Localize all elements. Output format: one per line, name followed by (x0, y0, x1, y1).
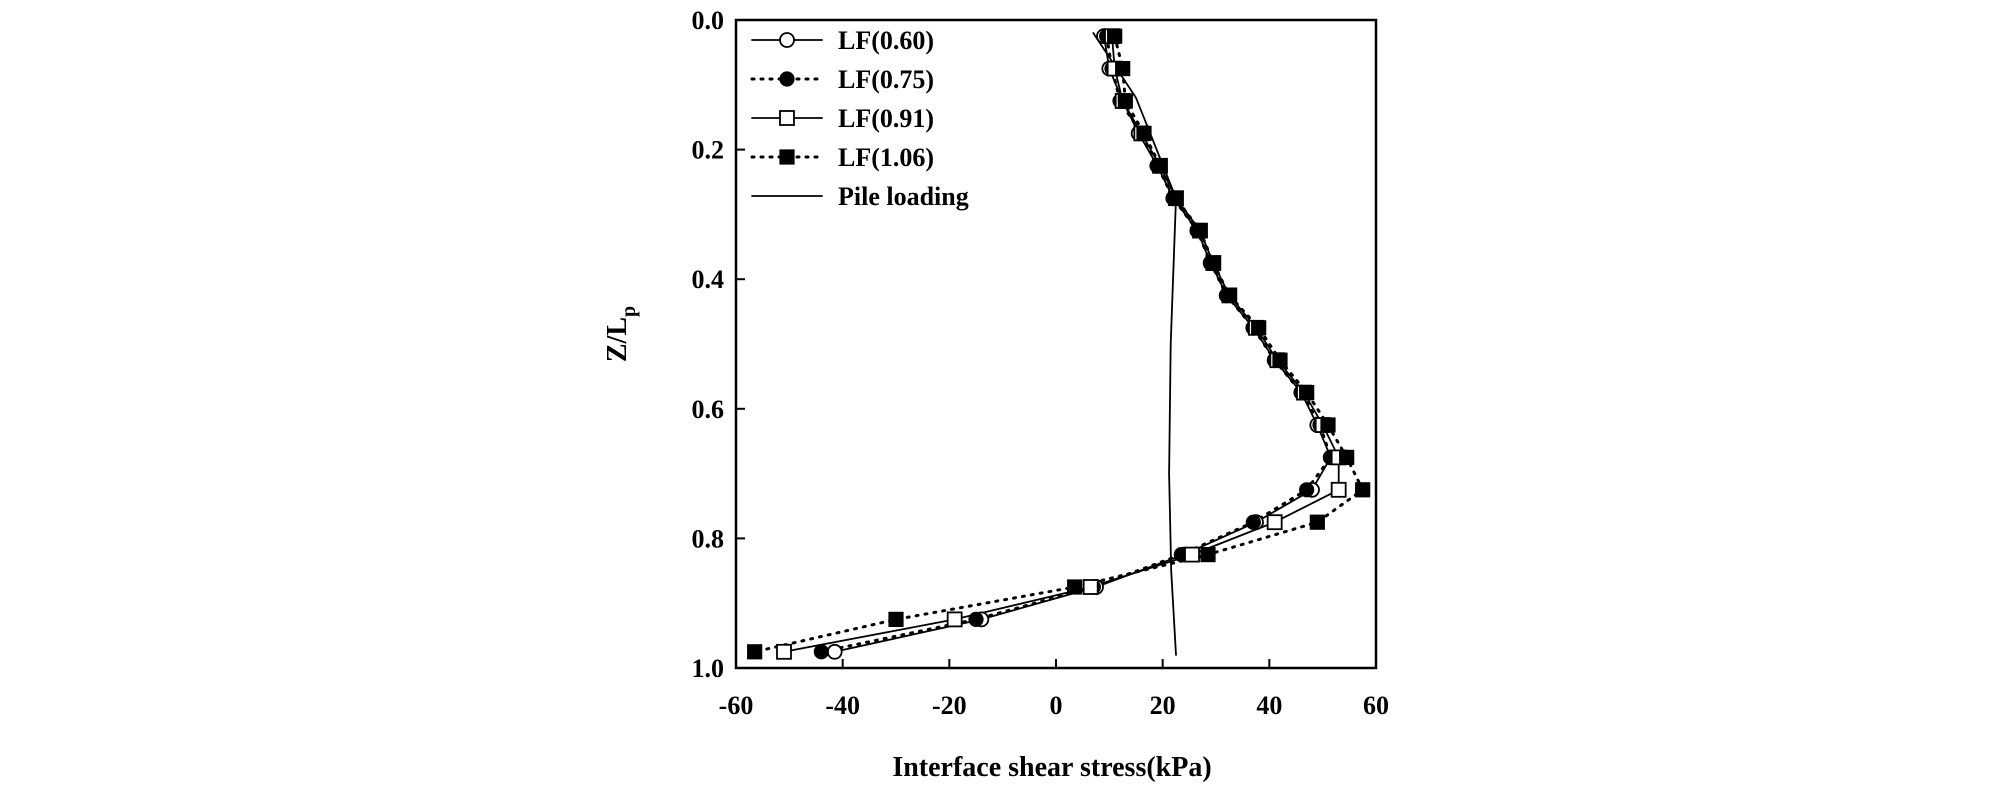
x-tick-label: -40 (825, 691, 860, 720)
y-tick-label: 0.0 (692, 6, 725, 35)
plot-frame (734, 18, 1378, 670)
data-point-series-2 (776, 643, 792, 660)
data-point-series-1 (968, 611, 984, 628)
data-point-series-3 (1067, 579, 1083, 595)
data-point-series-3 (1320, 417, 1336, 433)
data-point-series-3 (1136, 125, 1152, 142)
data-point-series-0 (826, 643, 843, 660)
x-tick-label: 60 (1363, 691, 1389, 720)
y-tick-label: 0.4 (692, 265, 725, 294)
data-point-series-1 (1245, 514, 1261, 530)
legend-label-2: LF(0.91) (838, 104, 934, 133)
x-tick-label: 0 (1050, 691, 1063, 720)
legend-marker-1 (779, 71, 795, 87)
data-point-series-1 (1299, 482, 1315, 498)
legend-label-3: LF(1.06) (838, 143, 934, 172)
data-point-series-3 (1299, 385, 1315, 401)
y-axis-title-main: Z/L (602, 317, 633, 362)
ticks: -60 -40 -20 0 20 40 60 0.0 0.2 0.4 0.6 0.8 1.0 (692, 6, 1390, 720)
data-point-series-3 (1117, 93, 1133, 109)
x-tick-label: -20 (932, 691, 967, 720)
series-markers (747, 28, 1371, 660)
y-tick-label: 0.2 (692, 136, 725, 165)
legend: LF(0.60) LF(0.75) LF(0.91) LF(1.06) Pile loa… (750, 26, 969, 211)
legend-label-0: LF(0.60) (838, 26, 934, 55)
y-axis-title-subscript: p (618, 306, 640, 317)
data-point-series-3 (1221, 287, 1237, 303)
data-point-series-2 (1266, 514, 1283, 531)
x-axis-title: Interface shear stress(kPa) (892, 752, 1211, 783)
legend-label-1: LF(0.75) (838, 65, 934, 94)
legend-label-4: Pile loading (838, 182, 969, 211)
x-tick-label: 40 (1256, 691, 1282, 720)
data-point-series-2 (1330, 481, 1347, 498)
data-point-series-1 (813, 644, 829, 660)
data-point-series-3 (1355, 482, 1371, 498)
x-tick-label: 20 (1150, 691, 1176, 720)
series-line-4 (1092, 32, 1177, 656)
y-axis-title: Z/Lp (602, 306, 640, 362)
data-point-series-2 (946, 611, 963, 628)
legend-marker-0 (779, 32, 795, 48)
data-point-series-2 (1184, 546, 1200, 563)
axes (734, 18, 1378, 670)
data-point-series-3 (1251, 320, 1267, 336)
data-point-series-2 (1082, 579, 1099, 595)
x-tick-label: -60 (719, 691, 754, 720)
legend-marker-3 (779, 149, 795, 165)
legend-marker-2 (779, 110, 795, 126)
y-tick-label: 1.0 (692, 654, 725, 683)
svg-text:Z/Lp: Z/Lp (602, 306, 640, 362)
data-point-series-3 (1107, 28, 1123, 44)
y-tick-label: 0.6 (692, 395, 725, 424)
data-point-series-3 (1192, 223, 1208, 239)
data-point-series-3 (1115, 60, 1131, 77)
y-tick-label: 0.8 (692, 524, 725, 553)
data-point-series-3 (1205, 255, 1221, 271)
data-point-series-3 (747, 644, 763, 660)
data-point-series-3 (1168, 190, 1184, 206)
data-point-series-3 (1272, 352, 1288, 368)
data-point-series-3 (1152, 158, 1168, 174)
data-point-series-3 (1309, 514, 1325, 530)
data-point-series-3 (888, 611, 904, 628)
data-point-series-3 (1339, 449, 1355, 465)
data-point-series-3 (1200, 546, 1216, 563)
